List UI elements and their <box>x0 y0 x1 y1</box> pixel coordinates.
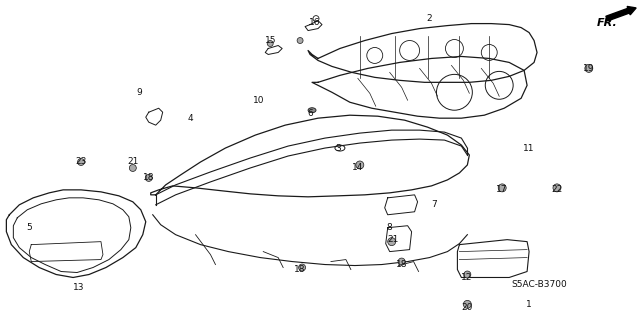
Text: 20: 20 <box>461 303 473 312</box>
Circle shape <box>388 238 396 246</box>
Text: 21: 21 <box>387 235 398 244</box>
Circle shape <box>297 38 303 43</box>
Text: 6: 6 <box>307 109 313 118</box>
Text: 12: 12 <box>461 273 472 282</box>
Circle shape <box>268 41 273 47</box>
Text: 2: 2 <box>427 14 433 23</box>
Text: S5AC-B3700: S5AC-B3700 <box>511 280 567 289</box>
Circle shape <box>498 184 506 192</box>
Text: 15: 15 <box>264 36 276 45</box>
Text: 13: 13 <box>74 283 85 292</box>
Text: 19: 19 <box>583 64 595 73</box>
Text: 7: 7 <box>431 200 437 209</box>
Circle shape <box>129 165 136 171</box>
Circle shape <box>356 161 364 169</box>
Circle shape <box>464 271 471 278</box>
Text: 18: 18 <box>143 174 154 182</box>
Circle shape <box>463 300 471 308</box>
Text: 1: 1 <box>526 300 532 309</box>
Text: 4: 4 <box>188 114 193 123</box>
Text: 14: 14 <box>352 163 364 173</box>
Text: 22: 22 <box>551 185 563 194</box>
FancyArrow shape <box>606 6 636 21</box>
Circle shape <box>553 184 561 192</box>
Circle shape <box>398 258 405 265</box>
Text: 10: 10 <box>253 96 264 105</box>
Text: 18: 18 <box>294 265 306 274</box>
Text: 18: 18 <box>396 260 408 269</box>
Ellipse shape <box>308 108 316 113</box>
Circle shape <box>145 174 152 182</box>
Circle shape <box>77 159 84 166</box>
Text: 23: 23 <box>76 158 87 167</box>
Text: 16: 16 <box>309 18 321 27</box>
Circle shape <box>585 64 593 72</box>
Text: 9: 9 <box>136 88 141 97</box>
Text: 17: 17 <box>495 185 507 194</box>
Circle shape <box>299 264 305 271</box>
Text: 21: 21 <box>127 158 138 167</box>
Text: FR.: FR. <box>596 18 618 28</box>
Text: 5: 5 <box>26 223 32 232</box>
Text: 11: 11 <box>524 144 535 152</box>
Text: 8: 8 <box>387 223 392 232</box>
Text: 3: 3 <box>335 144 340 152</box>
